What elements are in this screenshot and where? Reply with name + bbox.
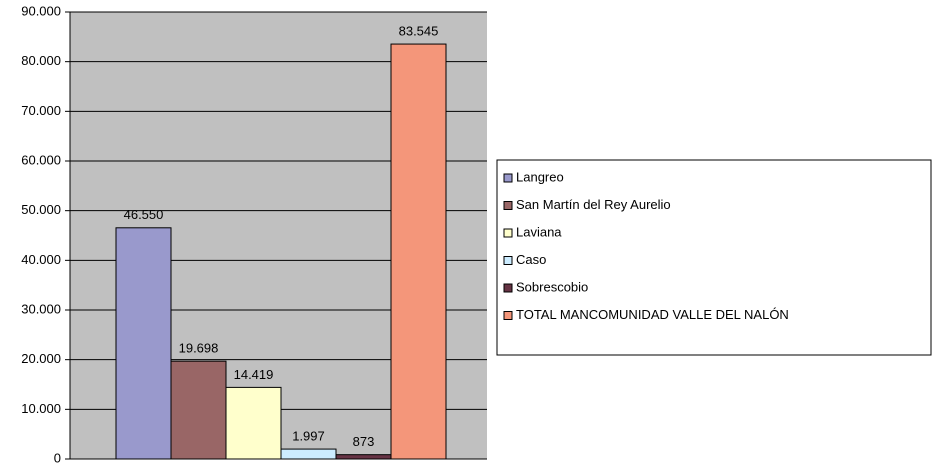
y-tick-label: 40.000 xyxy=(21,252,61,267)
value-label: 14.419 xyxy=(234,367,274,382)
value-label: 19.698 xyxy=(179,341,219,356)
bar xyxy=(280,448,337,460)
legend-swatch xyxy=(503,201,513,210)
y-tick-label: 50.000 xyxy=(21,202,61,217)
legend-swatch xyxy=(503,256,513,265)
y-tick-label: 70.000 xyxy=(21,103,61,118)
legend-label: San Martín del Rey Aurelio xyxy=(516,197,671,212)
legend-swatch xyxy=(503,311,513,320)
y-tick-label: 20.000 xyxy=(21,351,61,366)
legend-label: Langreo xyxy=(516,169,564,184)
y-tick-label: 80.000 xyxy=(21,53,61,68)
legend-label: Caso xyxy=(516,252,546,267)
bar xyxy=(335,454,392,460)
value-label: 46.550 xyxy=(124,207,164,222)
y-tick-label: 30.000 xyxy=(21,301,61,316)
value-label: 1.997 xyxy=(292,429,325,444)
y-tick-label: 60.000 xyxy=(21,152,61,167)
y-tick-label: 90.000 xyxy=(21,3,61,18)
legend-label: Sobrescobio xyxy=(516,279,588,294)
legend-label: Laviana xyxy=(516,224,562,239)
legend-swatch xyxy=(503,228,513,238)
value-label: 83.545 xyxy=(399,23,439,38)
value-label: 873 xyxy=(353,434,375,449)
legend-swatch xyxy=(503,283,513,293)
y-tick-label: 10.000 xyxy=(21,401,61,416)
bar xyxy=(225,386,282,460)
legend-label: TOTAL MANCOMUNIDAD VALLE DEL NALÓN xyxy=(516,307,789,322)
legend-box xyxy=(496,159,932,356)
bar xyxy=(390,43,447,460)
legend-swatch xyxy=(503,173,513,183)
y-tick-label: 0 xyxy=(54,450,61,463)
bar xyxy=(170,360,227,460)
bar xyxy=(115,227,172,460)
